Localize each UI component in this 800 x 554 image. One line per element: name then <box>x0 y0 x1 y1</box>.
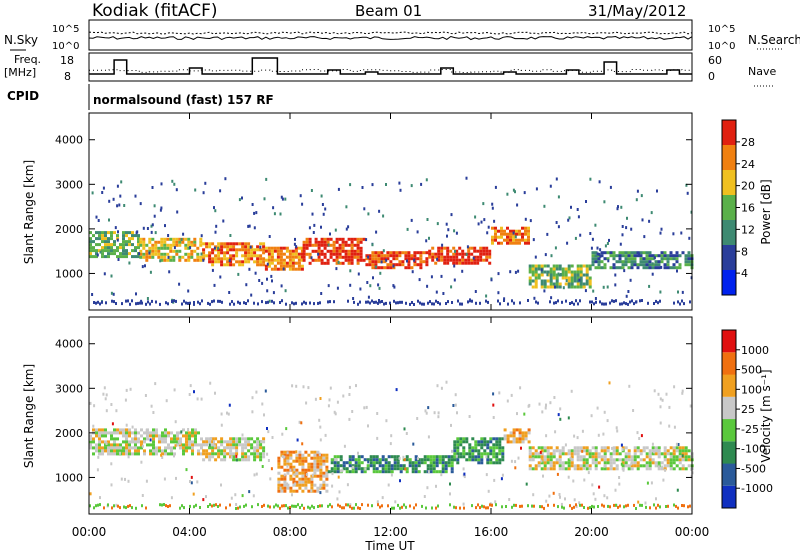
nsky-tick-bottom: 10^0 <box>52 41 79 52</box>
colorbar-tick-label: -25 <box>741 423 759 436</box>
nsearch-trace <box>88 31 693 35</box>
nave-tick-bottom: 0 <box>708 70 715 83</box>
power-band-6 <box>428 246 492 265</box>
colorbar-swatch <box>722 145 736 170</box>
velocity-band-3 <box>327 455 454 474</box>
x-tick-label: 12:00 <box>373 525 408 539</box>
power-band-7 <box>491 226 530 245</box>
date-title: 31/May/2012 <box>588 2 686 20</box>
y-tick-label: 3000 <box>55 178 83 191</box>
nsearch-label: N.Search <box>748 33 800 47</box>
colorbar-swatch <box>722 419 736 442</box>
x-axis-label: Time UT <box>364 539 415 553</box>
colorbar-tick-label: 16 <box>741 202 755 215</box>
power-ylabel: Slant Range [km] <box>22 160 36 264</box>
power-band-5 <box>365 251 429 270</box>
velocity-band-1 <box>202 437 266 462</box>
colorbar-tick-label: 1000 <box>741 344 769 357</box>
velocity-colorbar-label: Velocity [m s⁻¹] <box>759 369 773 462</box>
colorbar-tick-label: 28 <box>741 136 755 149</box>
power-band-3 <box>264 246 304 271</box>
x-tick-label: 16:00 <box>474 525 509 539</box>
nsky-trace <box>88 35 693 41</box>
velocity-band-0 <box>89 428 203 456</box>
freq-label: Freq. <box>14 53 41 66</box>
nave-label: Nave <box>748 65 776 78</box>
power-speckle <box>91 176 693 306</box>
colorbar-swatch <box>722 396 736 420</box>
x-tick-label: 20:00 <box>574 525 609 539</box>
y-tick-label: 2000 <box>55 223 83 236</box>
beam-title: Beam 01 <box>355 2 422 20</box>
velocity-ylabel: Slant Range [km] <box>22 364 36 468</box>
colorbar-swatch <box>722 120 736 145</box>
colorbar-tick-label: 4 <box>741 267 748 280</box>
power-band-0 <box>89 231 140 259</box>
colorbar-tick-label: 100 <box>741 383 762 396</box>
velocity-band-5 <box>503 428 531 444</box>
colorbar-tick-label: 8 <box>741 245 748 258</box>
colorbar-swatch <box>722 195 736 220</box>
cpid-mode: normalsound (fast) 157 RF <box>93 93 274 107</box>
power-band-1 <box>139 237 203 262</box>
velocity-band-4 <box>453 437 505 465</box>
nsky-panel <box>88 19 693 51</box>
y-tick-label: 1000 <box>55 471 83 484</box>
colorbar-tick-label: 20 <box>741 180 755 193</box>
nsky-label: N.Sky <box>4 33 38 47</box>
colorbar-swatch <box>722 374 736 397</box>
colorbar-swatch <box>722 330 736 353</box>
colorbar-tick-label: 24 <box>741 158 755 171</box>
freq-panel <box>88 52 693 82</box>
nave-tick-top: 60 <box>708 54 722 67</box>
freq-trace <box>89 57 692 75</box>
colorbar-swatch <box>722 463 736 486</box>
colorbar-tick-label: 500 <box>741 364 762 377</box>
colorbar-swatch <box>722 245 736 270</box>
colorbar-tick-label: 25 <box>741 403 755 416</box>
power-colorbar-label: Power [dB] <box>759 179 773 244</box>
x-tick-label: 00:00 <box>675 525 710 539</box>
colorbar-tick-label: -100 <box>741 443 766 456</box>
cpid-label: CPID <box>7 89 39 103</box>
power-band-4 <box>302 237 366 265</box>
y-tick-label: 3000 <box>55 382 83 395</box>
power-band-2 <box>202 242 266 267</box>
colorbar-swatch <box>722 170 736 195</box>
power-panel <box>88 112 694 311</box>
station-title: Kodiak (fitACF) <box>92 1 218 21</box>
nave-trace <box>89 69 693 73</box>
colorbar-swatch <box>722 270 736 295</box>
power-band-8 <box>528 264 592 289</box>
freq-tick-bottom: 8 <box>64 70 71 83</box>
y-tick-label: 4000 <box>55 134 83 147</box>
velocity-panel <box>88 316 694 515</box>
velocity-speckle <box>89 380 694 510</box>
colorbar-tick-label: 12 <box>741 223 755 236</box>
x-tick-label: 00:00 <box>72 525 107 539</box>
colorbar-tick-label: -500 <box>741 462 766 475</box>
freq-tick-top: 18 <box>60 54 74 67</box>
colorbar-swatch <box>722 441 736 464</box>
nsearch-tick-top: 10^5 <box>708 24 735 35</box>
y-tick-label: 4000 <box>55 338 83 351</box>
nsearch-tick-bottom: 10^0 <box>708 41 735 52</box>
x-tick-label: 08:00 <box>273 525 308 539</box>
y-tick-label: 2000 <box>55 427 83 440</box>
x-tick-label: 04:00 <box>172 525 207 539</box>
freq-unit-label: [MHz] <box>4 66 36 79</box>
colorbar-tick-label: -1000 <box>741 482 773 495</box>
colorbar-swatch <box>722 352 736 375</box>
y-tick-label: 1000 <box>55 267 83 280</box>
nsky-tick-top: 10^5 <box>52 24 79 35</box>
power-band-9 <box>591 251 694 270</box>
colorbar-swatch <box>722 220 736 245</box>
colorbar-swatch <box>722 485 736 509</box>
